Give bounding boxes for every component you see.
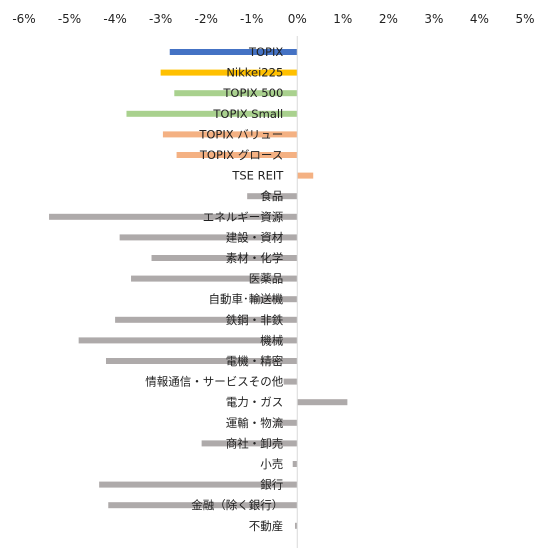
x-tick-label: -1%	[240, 12, 263, 26]
bar	[119, 234, 298, 241]
category-label: 素材・化学	[226, 251, 284, 265]
category-label: 自動車･輸送機	[209, 292, 284, 306]
category-label: 食品	[260, 189, 283, 203]
bar	[151, 255, 298, 261]
bar	[99, 481, 298, 488]
category-label: TOPIX グロース	[199, 148, 283, 162]
bar	[78, 337, 298, 344]
bar	[251, 296, 298, 303]
category-label: TOPIX Small	[212, 107, 283, 121]
x-tick-label: 4%	[470, 12, 489, 26]
bar	[115, 316, 298, 323]
x-tick-label: -2%	[194, 12, 217, 26]
category-label: 情報通信・サービスその他	[145, 375, 283, 389]
bar	[105, 358, 298, 364]
category-label: 電力・ガス	[226, 395, 284, 409]
x-tick-label: -4%	[103, 12, 126, 26]
bar	[294, 522, 298, 529]
bar	[283, 378, 298, 385]
bar	[174, 90, 298, 97]
category-label: 小売	[260, 457, 283, 471]
bar	[49, 213, 298, 220]
category-label: 建設・資材	[226, 230, 284, 244]
x-tick-label: 1%	[333, 12, 352, 26]
bar	[176, 152, 298, 158]
bar	[274, 419, 298, 426]
category-label: 不動産	[249, 519, 284, 533]
bar	[131, 275, 298, 282]
bar	[126, 110, 298, 117]
x-tick-label: 0%	[288, 12, 307, 26]
bar	[160, 69, 298, 76]
x-tick-label: 2%	[379, 12, 398, 26]
category-label: 鉄鋼・非鉄	[226, 313, 284, 327]
bar	[201, 440, 298, 447]
category-label: 運輸・物流	[226, 416, 284, 430]
category-label: TOPIX	[248, 45, 283, 59]
category-label: Nikkei225	[226, 66, 283, 80]
category-label: 機械	[260, 333, 283, 347]
bar	[108, 502, 298, 509]
category-label: TOPIX 500	[222, 86, 283, 100]
category-label: TOPIX バリュー	[198, 127, 283, 141]
x-tick-label: 3%	[424, 12, 443, 26]
bar	[162, 131, 298, 138]
category-label: 電機・精密	[226, 354, 284, 368]
bar	[169, 49, 298, 55]
bar	[247, 193, 298, 200]
x-tick-label: 5%	[515, 12, 534, 26]
category-label: 金融（除く銀行）	[191, 498, 283, 512]
category-label: TSE REIT	[231, 169, 284, 183]
bar	[297, 399, 348, 406]
x-tick-label: -5%	[58, 12, 81, 26]
category-label: 医薬品	[249, 272, 284, 286]
bar	[297, 172, 314, 179]
category-label: エネルギー資源	[203, 210, 284, 224]
category-label: 商社・卸売	[226, 436, 284, 450]
bar	[292, 461, 298, 467]
x-tick-label: -3%	[149, 12, 172, 26]
x-tick-label: -6%	[12, 12, 35, 26]
category-label: 銀行	[260, 478, 283, 492]
